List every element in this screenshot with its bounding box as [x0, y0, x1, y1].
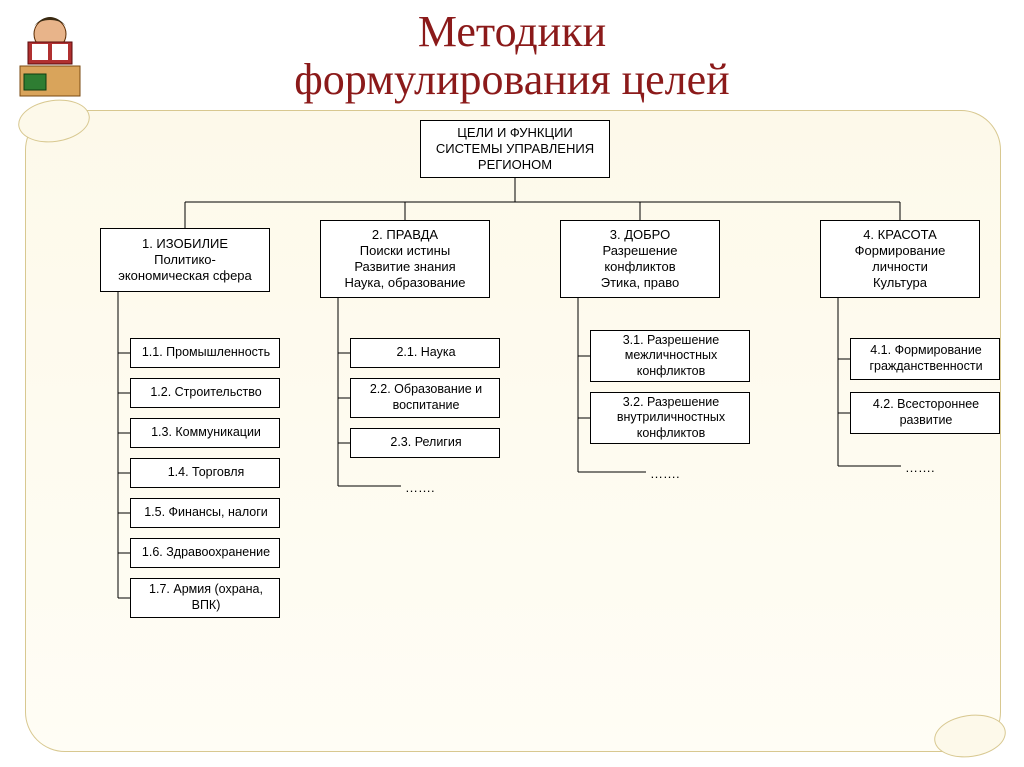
- b1-child-2: 1.3. Коммуникации: [130, 418, 280, 448]
- root-box: ЦЕЛИ И ФУНКЦИИСИСТЕМЫ УПРАВЛЕНИЯРЕГИОНОМ: [420, 120, 610, 178]
- title-line2: формулирования целей: [294, 55, 729, 104]
- b3-ellipsis: …….: [650, 466, 680, 481]
- title-line1: Методики: [418, 7, 606, 56]
- b2-child-0: 2.1. Наука: [350, 338, 500, 368]
- b2-child-1: 2.2. Образование и воспитание: [350, 378, 500, 418]
- b3-header: 3. ДОБРОРазрешениеконфликтовЭтика, право: [560, 220, 720, 298]
- b1-child-3: 1.4. Торговля: [130, 458, 280, 488]
- b4-child-0: 4.1. Формирование гражданственности: [850, 338, 1000, 380]
- b1-header: 1. ИЗОБИЛИЕПолитико-экономическая сфера: [100, 228, 270, 292]
- b3-child-0: 3.1. Разрешение межличностных конфликтов: [590, 330, 750, 382]
- b1-child-4: 1.5. Финансы, налоги: [130, 498, 280, 528]
- slide: Методики формулирования целей ЦЕЛИ И ФУН…: [0, 0, 1024, 767]
- b2-child-2: 2.3. Религия: [350, 428, 500, 458]
- b4-child-1: 4.2. Всестороннее развитие: [850, 392, 1000, 434]
- page-title: Методики формулирования целей: [0, 8, 1024, 105]
- b1-child-0: 1.1. Промышленность: [130, 338, 280, 368]
- b2-ellipsis: …….: [405, 480, 435, 495]
- b1-child-6: 1.7. Армия (охрана, ВПК): [130, 578, 280, 618]
- b4-ellipsis: …….: [905, 460, 935, 475]
- b3-child-1: 3.2. Разрешение внутриличностных конфлик…: [590, 392, 750, 444]
- b1-child-1: 1.2. Строительство: [130, 378, 280, 408]
- b4-header: 4. КРАСОТАФормированиеличностиКультура: [820, 220, 980, 298]
- org-chart: ЦЕЛИ И ФУНКЦИИСИСТЕМЫ УПРАВЛЕНИЯРЕГИОНОМ…: [0, 120, 1024, 760]
- b2-header: 2. ПРАВДАПоиски истиныРазвитие знанияНау…: [320, 220, 490, 298]
- b1-child-5: 1.6. Здравоохранение: [130, 538, 280, 568]
